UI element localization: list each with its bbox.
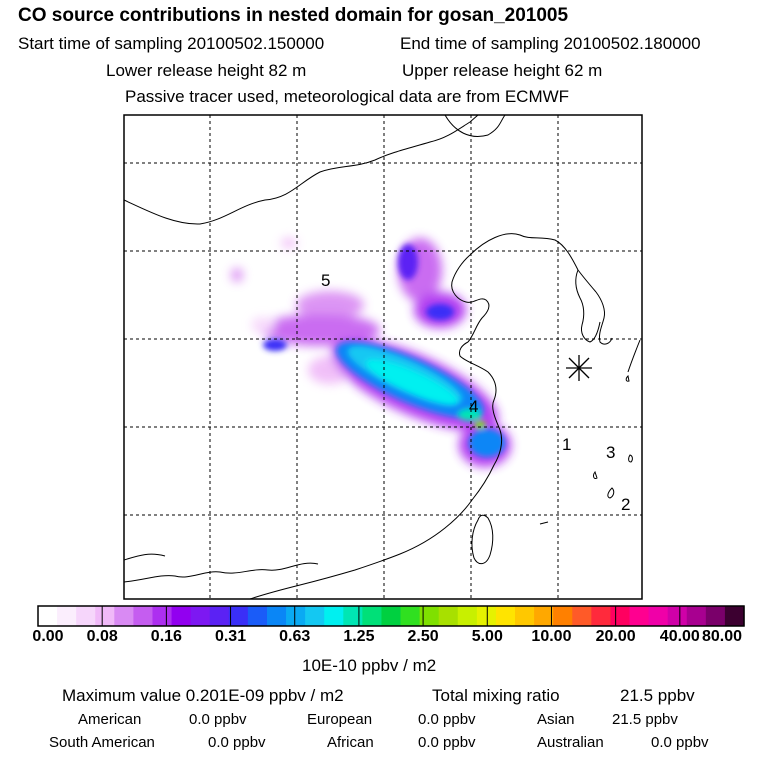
australian-label: Australian (537, 734, 604, 751)
colorbar-unit: 10E-10 ppbv / m2 (302, 656, 437, 675)
marker-2: 2 (621, 495, 630, 514)
colorbar-swatch (305, 606, 325, 626)
colorbar-swatch (648, 606, 669, 626)
colorbar-swatch (57, 606, 77, 626)
colorbar (38, 606, 745, 626)
colorbar-swatch (438, 606, 459, 626)
coastlines (124, 115, 641, 599)
australian-value: 0.0 ppbv (651, 734, 709, 751)
colorbar-swatch (553, 606, 573, 626)
asian-label: Asian (537, 711, 575, 728)
concentration-plume (231, 238, 511, 467)
colorbar-label: 80.00 (701, 628, 743, 645)
colorbar-swatch (724, 606, 745, 626)
colorbar-swatch (343, 606, 363, 626)
colorbar-swatch (419, 606, 440, 626)
colorbar-border (37, 605, 745, 627)
map-grid (124, 115, 642, 599)
map-border (123, 114, 643, 600)
colorbar-label: 0.63 (279, 628, 311, 645)
colorbar-swatch (133, 606, 154, 626)
data-note: Passive tracer used, meteorological data… (125, 87, 570, 106)
lower-release-label: Lower release height 82 m (106, 61, 307, 80)
colorbar-swatch (114, 606, 135, 626)
colorbar-swatch (247, 606, 268, 626)
chart-title: CO source contributions in nested domain… (18, 5, 569, 26)
colorbar-swatch (171, 606, 192, 626)
marker-5: 5 (321, 271, 330, 290)
colorbar-swatch (591, 606, 612, 626)
colorbar-swatch (476, 606, 497, 626)
colorbar-label: 0.16 (150, 628, 182, 645)
start-time-label: Start time of sampling 20100502.150000 (18, 34, 325, 53)
colorbar-swatch (38, 606, 58, 626)
colorbar-swatch (515, 606, 535, 626)
colorbar-swatch (76, 606, 96, 626)
colorbar-label: 20.00 (595, 628, 636, 645)
colorbar-swatch (705, 606, 726, 626)
colorbar-label: 0.31 (214, 628, 247, 645)
european-value: 0.0 ppbv (418, 711, 476, 728)
south-american-label: South American (49, 734, 155, 751)
african-label: African (327, 734, 374, 751)
total-mixing-label: Total mixing ratio (432, 686, 560, 705)
map-area (124, 115, 642, 599)
colorbar-swatch (209, 606, 230, 626)
colorbar-swatch (95, 606, 115, 626)
upper-release-label: Upper release height 62 m (402, 61, 603, 80)
colorbar-swatch (152, 606, 173, 626)
colorbar-swatch (686, 606, 707, 626)
colorbar-swatch (610, 606, 631, 626)
colorbar-swatch (667, 606, 688, 626)
colorbar-swatch (362, 606, 383, 626)
colorbar-label: 40.00 (659, 628, 700, 645)
colorbar-label: 10.00 (531, 628, 572, 645)
colorbar-label: 2.50 (407, 628, 439, 645)
colorbar-label: 5.00 (471, 628, 503, 645)
colorbar-swatch (190, 606, 211, 626)
american-label: American (78, 711, 142, 728)
colorbar-swatch (572, 606, 592, 626)
colorbar-swatch (457, 606, 478, 626)
colorbar-label: 0.00 (32, 628, 64, 645)
colorbar-dividers (101, 606, 681, 626)
south-american-value: 0.0 ppbv (208, 734, 266, 751)
colorbar-swatch (266, 606, 287, 626)
colorbar-swatch (228, 606, 249, 626)
max-value-label: Maximum value 0.201E-09 ppbv / m2 (62, 686, 344, 705)
end-time-label: End time of sampling 20100502.180000 (400, 34, 701, 53)
colorbar-swatch (495, 606, 516, 626)
european-label: European (307, 711, 373, 728)
colorbar-label: 0.08 (86, 628, 118, 645)
colorbar-swatch (381, 606, 402, 626)
receptor-star-icon (566, 355, 592, 381)
colorbar-label: 1.25 (343, 628, 375, 645)
marker-3: 3 (606, 443, 615, 462)
asian-value: 21.5 ppbv (612, 711, 678, 728)
african-value: 0.0 ppbv (418, 734, 476, 751)
american-value: 0.0 ppbv (189, 711, 247, 728)
marker-1: 1 (562, 435, 571, 454)
colorbar-swatch (286, 606, 306, 626)
marker-4: 4 (469, 397, 478, 416)
colorbar-swatch (324, 606, 344, 626)
trajectory-markers: 1 2 3 4 5 (321, 271, 630, 514)
colorbar-swatch (400, 606, 421, 626)
colorbar-swatch (534, 606, 554, 626)
total-mixing-value: 21.5 ppbv (620, 686, 695, 705)
colorbar-swatch (629, 606, 650, 626)
